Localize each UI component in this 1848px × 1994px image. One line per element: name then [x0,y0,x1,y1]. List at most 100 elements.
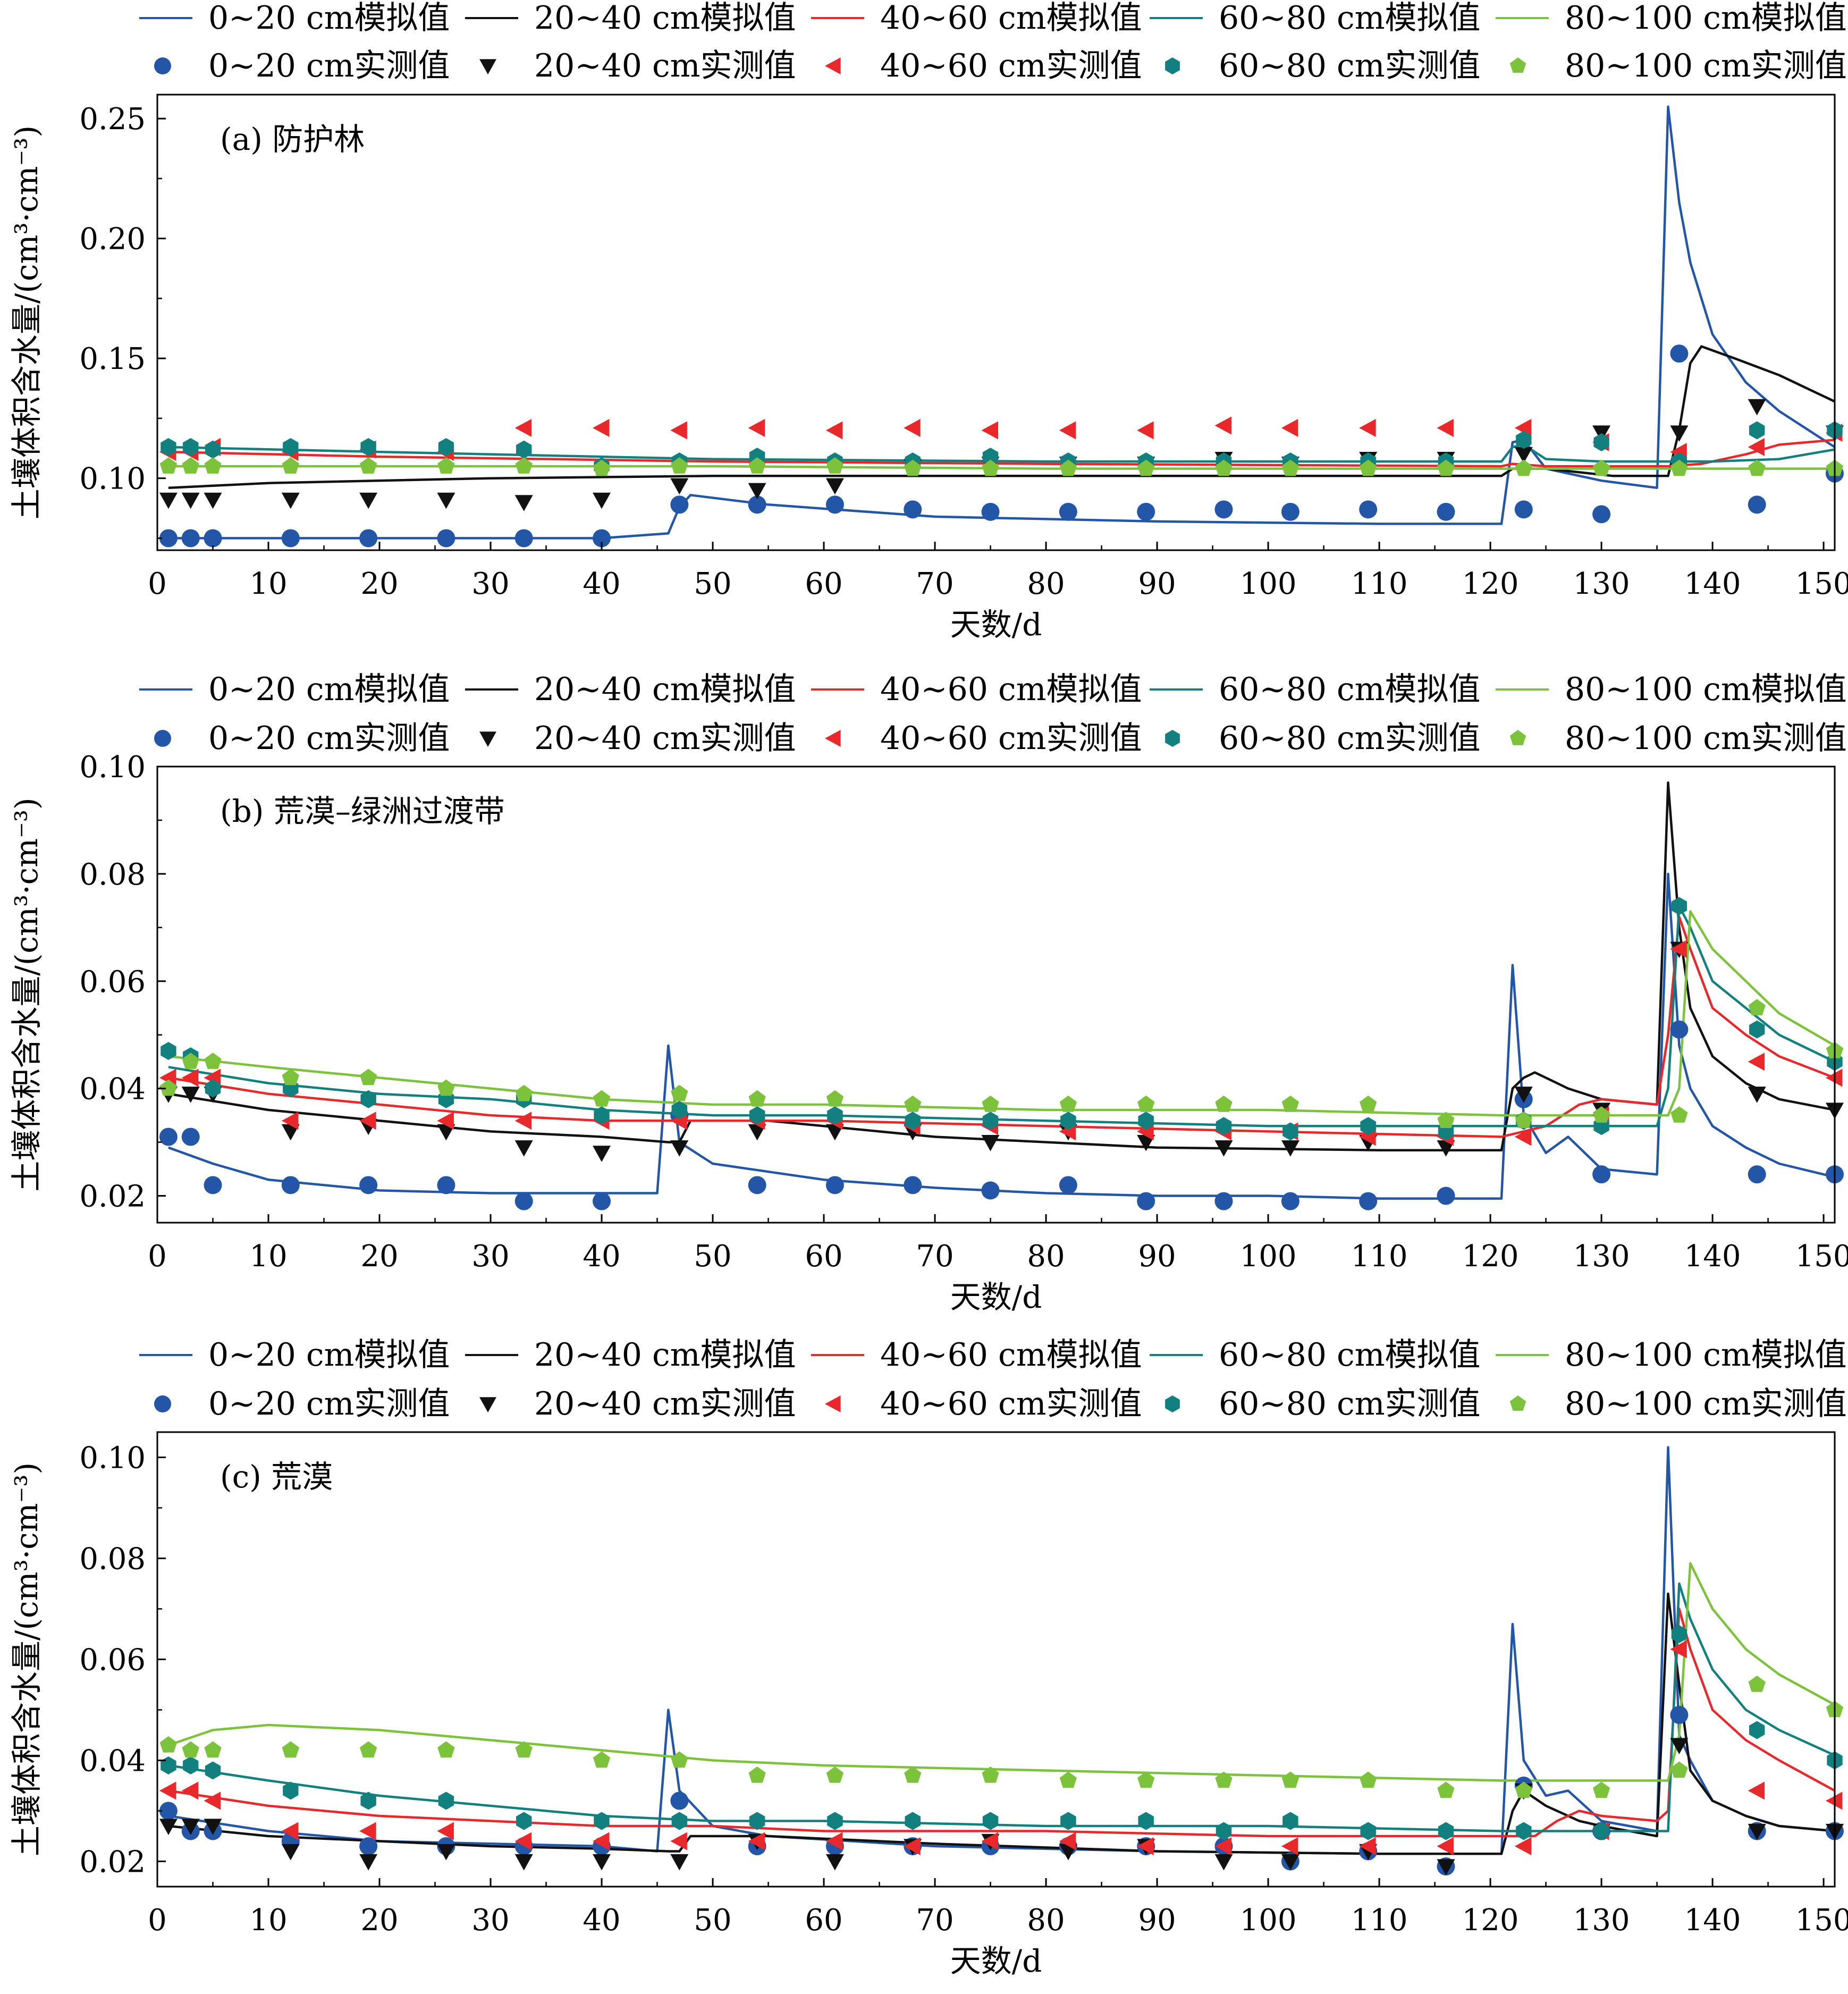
legend-label-sim-20-40cm: 20~40 cm模拟值 [534,1336,796,1374]
obs-point-0-20cm [748,495,766,514]
obs-point-40-60cm [670,1832,687,1850]
legend-label-sim-20-40cm: 20~40 cm模拟值 [534,671,796,708]
obs-point-80-100cm [359,1741,377,1758]
y-tick-label: 0.15 [79,342,146,376]
obs-point-80-100cm [1281,1771,1299,1788]
x-axis-title: 天数/d [950,1943,1042,1979]
obs-point-60-80cm [1671,897,1687,915]
obs-point-60-80cm [183,1756,199,1774]
obs-point-80-100cm [515,457,533,474]
x-tick-label: 60 [805,567,842,601]
legend-marker-40-60cm [825,1395,841,1412]
obs-point-0-20cm [159,529,178,548]
x-tick-label: 110 [1351,1239,1408,1274]
obs-point-80-100cm [982,459,999,476]
obs-point-20-40cm [593,492,611,509]
obs-point-40-60cm [159,1781,176,1800]
legend: 0~20 cm模拟值 0~20 cm实测值 20~40 cm模拟值 20~40 cm实… [139,0,1847,85]
y-tick-label: 0.08 [79,857,146,892]
obs-point-20-40cm [670,1140,689,1157]
obs-point-80-100cm [671,1084,688,1101]
obs-point-20-40cm [181,492,200,509]
obs-point-40-60cm [1214,416,1231,435]
legend-label-obs-60-80cm: 60~80 cm实测值 [1219,720,1481,757]
chart-panel-2: 0~20 cm模拟值 0~20 cm实测值 20~40 cm模拟值 20~40 cm实… [9,671,1848,1315]
obs-point-80-100cm [204,1053,222,1069]
x-tick-label: 30 [471,567,509,601]
x-tick-label: 70 [916,1903,953,1938]
obs-point-20-40cm [1748,399,1766,416]
panel-label: (a) 防护林 [220,121,365,157]
obs-point-20-40cm [593,1854,611,1871]
obs-point-80-100cm [1515,1781,1532,1798]
obs-point-0-20cm [1592,1165,1611,1184]
obs-point-80-100cm [1059,459,1077,476]
sim-line-80-100cm [168,1562,1835,1782]
obs-point-60-80cm [671,1812,688,1830]
obs-point-0-20cm [1670,1020,1689,1039]
obs-point-0-20cm [593,1192,611,1210]
obs-point-60-80cm [1749,1721,1765,1739]
obs-point-0-20cm [204,529,222,548]
obs-point-40-60cm [981,421,998,440]
obs-point-0-20cm [1214,500,1233,519]
obs-point-40-60cm [825,1832,843,1850]
obs-point-80-100cm [826,457,844,474]
legend-marker-40-60cm [825,730,841,747]
obs-point-0-20cm [825,495,844,514]
x-tick-label: 140 [1684,1903,1741,1938]
legend-marker-0-20cm [154,1395,171,1412]
obs-point-80-100cm [1670,1761,1688,1778]
obs-point-40-60cm [181,1781,199,1800]
obs-point-20-40cm [1214,1854,1233,1871]
legend-marker-60-80cm [1165,1395,1180,1412]
obs-point-20-40cm [825,478,844,495]
simulated-series [168,105,1835,540]
x-tick-label: 80 [1027,567,1065,601]
obs-point-40-60cm [1437,1837,1454,1855]
obs-point-60-80cm [594,1106,610,1125]
obs-point-80-100cm [1437,1781,1455,1798]
obs-point-20-40cm [281,492,300,509]
obs-point-0-20cm [1670,344,1689,363]
x-tick-label: 10 [249,567,287,601]
obs-point-80-100cm [826,1090,844,1107]
obs-point-0-20cm [437,529,455,548]
x-tick-label: 30 [471,1903,509,1938]
legend-marker-20-40cm [479,59,496,74]
obs-point-0-20cm [514,529,533,548]
y-tick-label: 0.06 [79,965,146,999]
obs-point-20-40cm [437,492,455,509]
obs-point-40-60cm [748,419,765,437]
y-axis: 0.02 0.04 0.06 0.08 0.10 土壤体积含水量/(cm³·cm⁻³) [9,1441,166,1880]
x-tick-label: 80 [1027,1903,1065,1938]
obs-point-20-40cm [281,1124,300,1141]
x-tick-label: 10 [249,1903,287,1938]
obs-point-0-20cm [670,1791,689,1810]
obs-point-60-80cm [1593,1822,1609,1840]
legend-marker-80-100cm [1509,730,1526,745]
x-tick-label: 120 [1462,567,1519,601]
obs-point-0-20cm [204,1176,222,1194]
obs-point-80-100cm [593,1090,611,1107]
obs-point-60-80cm [982,448,999,466]
obs-point-60-80cm [1516,1822,1532,1840]
obs-point-0-20cm [1748,495,1766,514]
obs-point-20-40cm [159,492,178,509]
obs-point-80-100cm [437,1741,455,1758]
obs-point-80-100cm [1592,459,1610,476]
y-tick-label: 0.20 [79,222,146,257]
obs-point-80-100cm [671,1751,688,1768]
obs-point-20-40cm [359,1854,378,1871]
obs-point-20-40cm [359,492,378,509]
obs-point-40-60cm [1514,1837,1532,1855]
obs-point-0-20cm [1514,500,1533,519]
obs-point-0-20cm [437,1176,455,1194]
obs-point-60-80cm [1216,1117,1232,1135]
legend-label-sim-0-20cm: 0~20 cm模拟值 [208,0,450,37]
x-tick-label: 30 [471,1239,509,1274]
obs-point-0-20cm [359,529,378,548]
obs-point-40-60cm [1748,1781,1765,1800]
sim-line-40-60cm [168,1608,1835,1838]
x-tick-label: 150 [1795,1239,1848,1274]
